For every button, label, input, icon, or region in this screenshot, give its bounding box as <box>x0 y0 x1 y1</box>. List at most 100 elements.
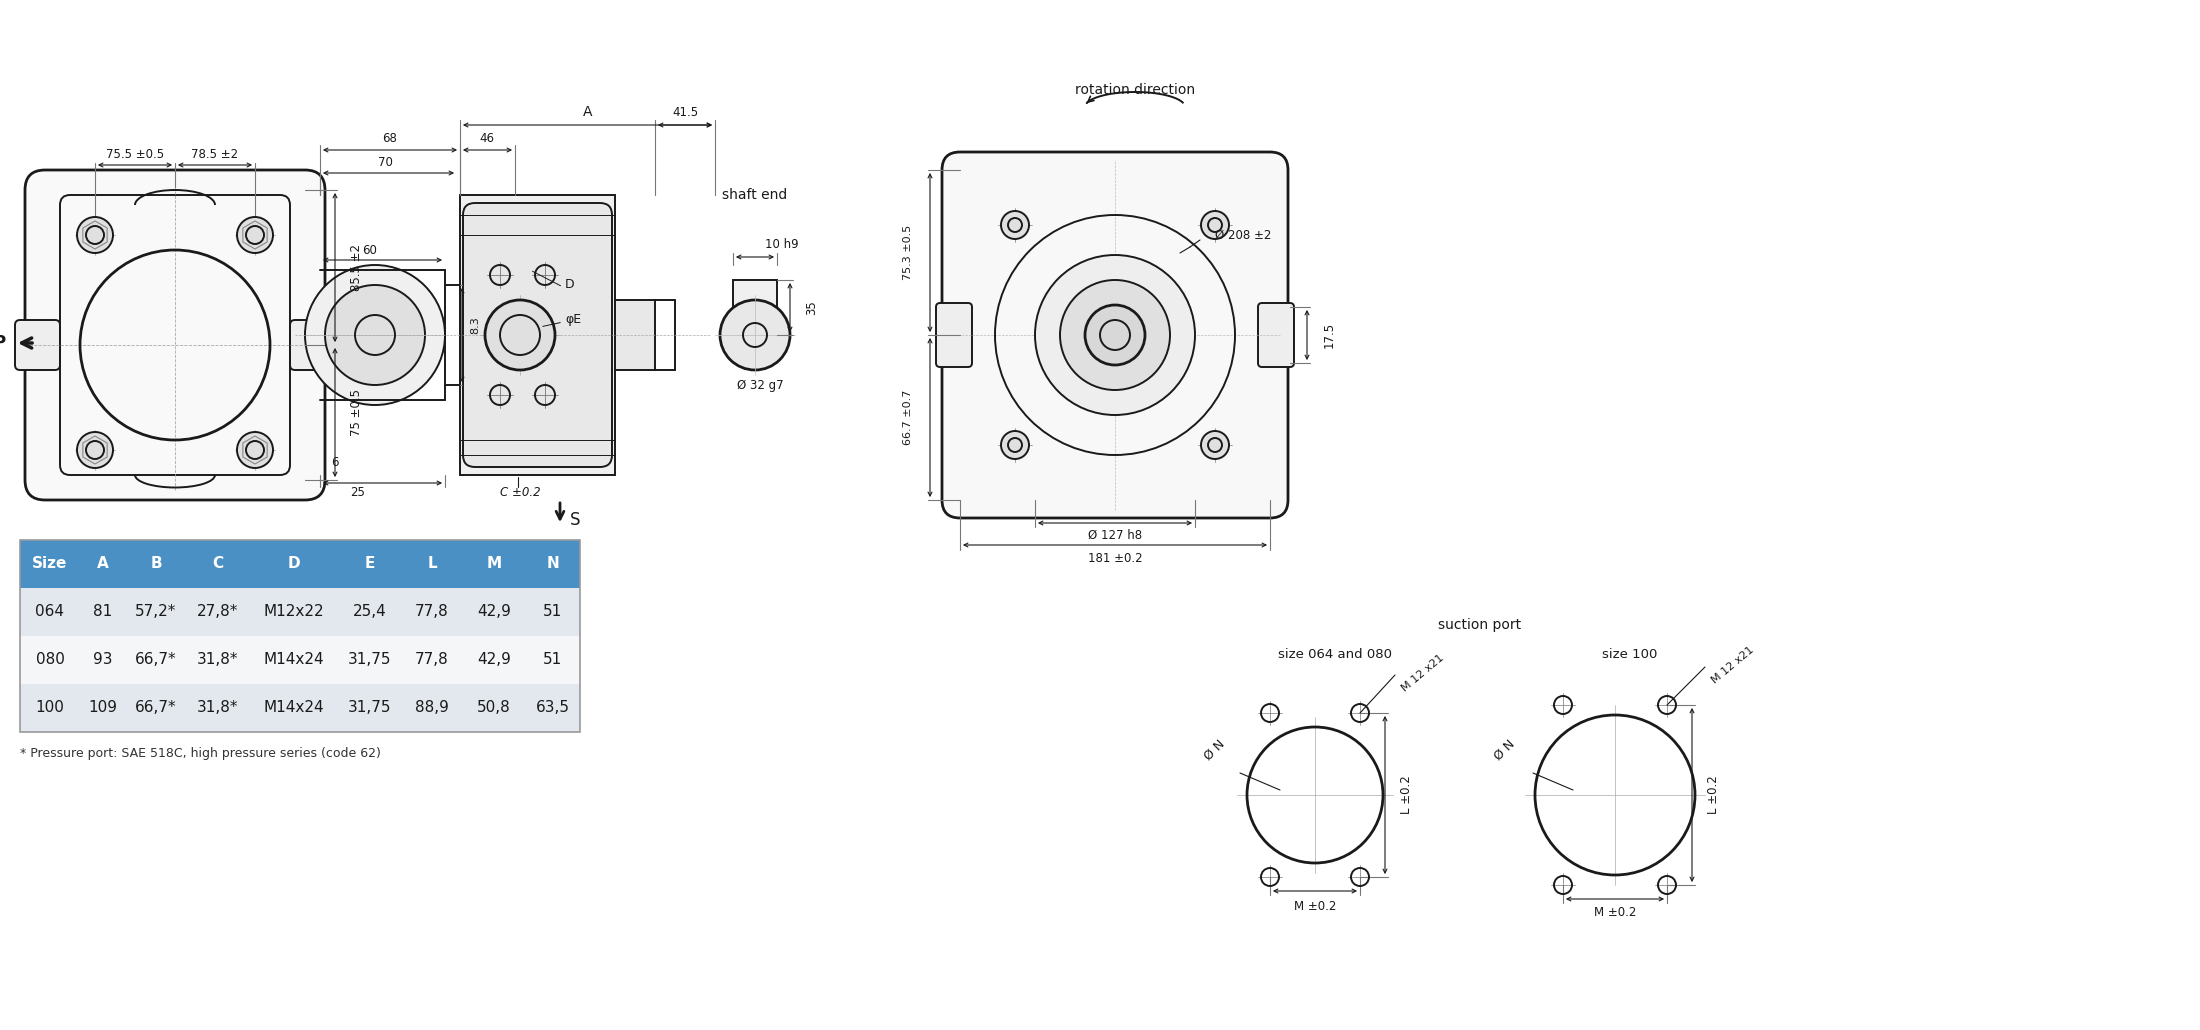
Text: M ±0.2: M ±0.2 <box>1593 906 1637 920</box>
Text: size 064 and 080: size 064 and 080 <box>1278 649 1393 661</box>
Text: 88,9: 88,9 <box>416 700 449 716</box>
Bar <box>616 300 656 370</box>
Text: 42,9: 42,9 <box>477 605 510 619</box>
FancyBboxPatch shape <box>942 152 1287 518</box>
FancyBboxPatch shape <box>1258 303 1294 367</box>
Text: M14x24: M14x24 <box>264 700 323 716</box>
Text: 68: 68 <box>383 133 398 145</box>
Text: 66,7*: 66,7* <box>134 652 176 667</box>
Text: 77,8: 77,8 <box>416 652 449 667</box>
Text: 78.5 ±2: 78.5 ±2 <box>191 147 238 161</box>
Bar <box>249 684 339 732</box>
Text: 75 ±0.5: 75 ±0.5 <box>350 389 363 436</box>
Circle shape <box>77 217 112 253</box>
Bar <box>400 540 462 588</box>
Text: 75.5 ±0.5: 75.5 ±0.5 <box>106 147 165 161</box>
Text: 50,8: 50,8 <box>477 700 510 716</box>
Bar <box>187 540 249 588</box>
Circle shape <box>719 300 790 370</box>
Bar <box>400 636 462 684</box>
Text: M 12 x21: M 12 x21 <box>1399 653 1445 693</box>
Circle shape <box>238 217 273 253</box>
Text: P: P <box>0 334 7 352</box>
Text: M 12 x21: M 12 x21 <box>1709 645 1756 685</box>
Text: shaft end: shaft end <box>722 188 788 202</box>
Text: 41.5: 41.5 <box>671 105 697 118</box>
Text: 31,8*: 31,8* <box>198 700 240 716</box>
Bar <box>526 588 581 636</box>
Text: M12x22: M12x22 <box>264 605 323 619</box>
Text: 46: 46 <box>480 133 495 145</box>
Text: 42,9: 42,9 <box>477 652 510 667</box>
Text: Size: Size <box>33 556 68 572</box>
Text: N: N <box>546 556 559 572</box>
Bar <box>187 636 249 684</box>
Text: 6: 6 <box>332 456 339 470</box>
Text: suction port: suction port <box>1439 618 1522 632</box>
Circle shape <box>238 432 273 468</box>
Text: 8.3: 8.3 <box>471 316 480 334</box>
Text: M14x24: M14x24 <box>264 652 323 667</box>
Bar <box>249 540 339 588</box>
Bar <box>20 636 79 684</box>
Bar <box>339 684 400 732</box>
FancyBboxPatch shape <box>290 320 334 370</box>
Text: Ø N: Ø N <box>1201 737 1228 763</box>
Bar <box>460 195 616 475</box>
Text: 27,8*: 27,8* <box>198 605 238 619</box>
Circle shape <box>1085 305 1144 365</box>
Bar <box>339 540 400 588</box>
Text: L ±0.2: L ±0.2 <box>1707 776 1720 815</box>
Bar <box>249 636 339 684</box>
Text: 100: 100 <box>35 700 64 716</box>
FancyBboxPatch shape <box>462 203 612 467</box>
Bar <box>79 636 125 684</box>
Text: S: S <box>570 511 581 529</box>
Bar <box>187 684 249 732</box>
Text: 93: 93 <box>92 652 112 667</box>
Bar <box>400 684 462 732</box>
Text: size 100: size 100 <box>1602 649 1657 661</box>
Bar <box>526 540 581 588</box>
Text: 66.7 ±0.7: 66.7 ±0.7 <box>902 389 913 445</box>
Text: 25: 25 <box>350 486 365 500</box>
Bar <box>339 588 400 636</box>
Bar <box>462 636 526 684</box>
Text: 17.5: 17.5 <box>1322 322 1335 348</box>
Text: 81: 81 <box>92 605 112 619</box>
Text: E: E <box>365 556 376 572</box>
Text: 77,8: 77,8 <box>416 605 449 619</box>
Text: rotation direction: rotation direction <box>1076 83 1195 97</box>
Text: * Pressure port: SAE 518C, high pressure series (code 62): * Pressure port: SAE 518C, high pressure… <box>20 748 381 760</box>
Text: 31,75: 31,75 <box>348 652 392 667</box>
Text: D: D <box>288 556 301 572</box>
FancyBboxPatch shape <box>15 320 59 370</box>
Text: 60: 60 <box>363 243 378 256</box>
Text: B: B <box>150 556 163 572</box>
Bar <box>462 588 526 636</box>
Text: 064: 064 <box>35 605 64 619</box>
Text: φE: φE <box>565 313 581 327</box>
Bar <box>20 540 79 588</box>
Text: 10 h9: 10 h9 <box>766 239 799 251</box>
Text: D: D <box>565 278 574 291</box>
Bar <box>20 588 79 636</box>
Circle shape <box>326 285 425 385</box>
Bar <box>339 636 400 684</box>
Text: 75.3 ±0.5: 75.3 ±0.5 <box>902 225 913 280</box>
Text: C: C <box>213 556 224 572</box>
Text: 51: 51 <box>543 605 563 619</box>
Text: L: L <box>427 556 438 572</box>
Bar <box>462 684 526 732</box>
Circle shape <box>77 432 112 468</box>
Bar <box>400 588 462 636</box>
Text: A: A <box>583 105 592 119</box>
Circle shape <box>1001 211 1030 239</box>
Text: C ±0.2: C ±0.2 <box>499 486 541 500</box>
Text: 31,75: 31,75 <box>348 700 392 716</box>
Circle shape <box>1060 280 1170 390</box>
Bar <box>462 540 526 588</box>
Text: 080: 080 <box>35 652 64 667</box>
Bar <box>526 636 581 684</box>
Text: 109: 109 <box>88 700 117 716</box>
